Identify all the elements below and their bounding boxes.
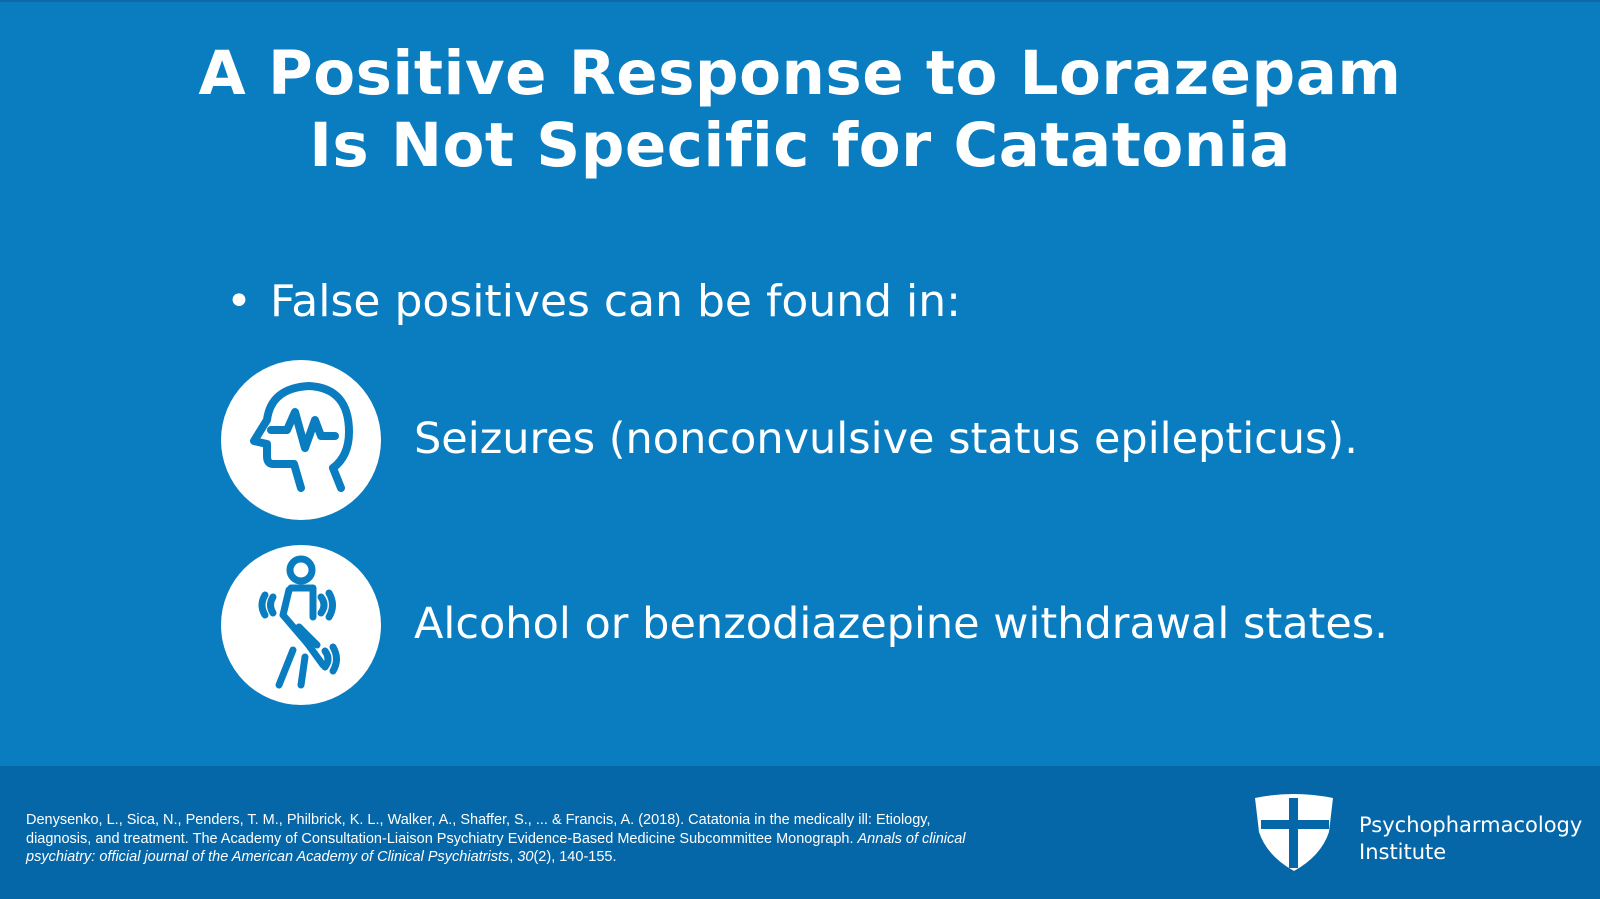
bullet-dot: • [226, 276, 252, 327]
citation-volume: 30 [517, 849, 534, 865]
top-divider [0, 0, 1600, 2]
citation-separator: , [509, 849, 518, 865]
head-seizure-icon [221, 360, 381, 520]
citation: Denysenko, L., Sica, N., Penders, T. M.,… [26, 811, 986, 867]
title-line-1: A Positive Response to Lorazepam [198, 38, 1402, 109]
institute-logo: Psychopharmacology Institute [1253, 792, 1583, 874]
citation-pages: (2), 140-155. [533, 849, 617, 865]
brand-line-1: Psychopharmacology [1359, 813, 1583, 837]
brand-line-2: Institute [1359, 840, 1447, 864]
brand-name: Psychopharmacology Institute [1359, 812, 1582, 866]
citation-text: Denysenko, L., Sica, N., Penders, T. M.,… [26, 812, 931, 847]
list-item-seizures: Seizures (nonconvulsive status epileptic… [221, 360, 1521, 520]
list-item-withdrawal: Alcohol or benzodiazepine withdrawal sta… [221, 545, 1521, 705]
slide-title: A Positive Response to Lorazepam Is Not … [0, 38, 1600, 182]
shield-icon [1255, 794, 1333, 871]
bullet-text: False positives can be found in: [270, 276, 961, 327]
item-text-withdrawal: Alcohol or benzodiazepine withdrawal sta… [414, 599, 1388, 649]
citation-journal: Annals of clinical psychiatry: official … [26, 830, 966, 866]
tremor-person-icon [221, 545, 381, 705]
bullet-point: • False positives can be found in: [226, 272, 961, 332]
item-text-seizures: Seizures (nonconvulsive status epileptic… [414, 414, 1358, 464]
title-line-2: Is Not Specific for Catatonia [309, 110, 1291, 181]
footer: Denysenko, L., Sica, N., Penders, T. M.,… [0, 766, 1600, 899]
